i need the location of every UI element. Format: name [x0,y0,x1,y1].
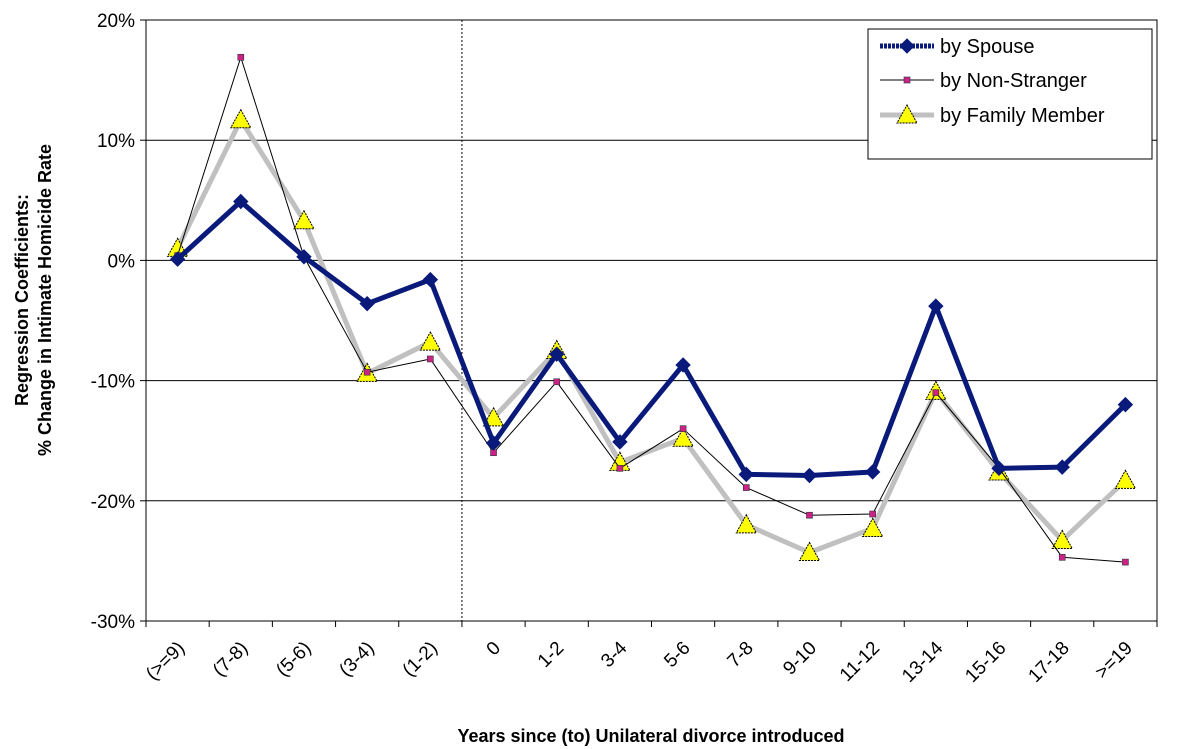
x-tick-label: 1-2 [534,638,568,672]
data-point [612,434,628,450]
legend-label-family-member: by Family Member [940,105,1105,127]
x-tick-label: 17-18 [1025,638,1074,687]
y-axis-ticks: 20% 10% 0% -10% -20% -30% [91,11,146,633]
data-point [861,517,884,537]
legend-label-non-stranger: by Non-Stranger [940,70,1087,92]
legend-marker-shape [899,38,915,54]
x-tick-label: (1-2) [399,638,442,681]
x-tick-label: >=19 [1091,638,1136,683]
y-tick-label: 20% [97,11,135,32]
y-tick-label: -30% [91,612,135,633]
legend-marker-non-stranger [903,76,911,84]
data-point [1122,558,1129,566]
data-point [616,465,624,472]
data-point [991,460,1007,477]
legend-marker-family-member [896,103,918,124]
data-point [806,511,813,519]
x-tick-label: (5-6) [272,638,315,681]
data-point [932,389,940,396]
x-axis-title: Years since (to) Unilateral divorce intr… [457,726,844,746]
x-tick-label: (7-8) [209,638,252,681]
y-tick-label: -20% [91,492,135,513]
x-tick-label: (>=9) [142,638,189,685]
data-point [679,425,687,432]
data-point [869,510,876,518]
legend-marker-shape [896,103,918,124]
x-axis-ticks: (>=9) (7-8) (5-6) (3-4) (1-2) 0 1-2 3-4 5-6 7-8 9-… [142,621,1158,687]
data-point [482,406,505,427]
x-tick-label: 7-8 [724,638,758,672]
series-by-spouse [169,193,1134,484]
data-point [553,378,561,386]
data-point [229,108,252,129]
y-tick-label: 10% [97,131,135,152]
legend-marker-spouse [899,38,915,54]
series-line [177,56,1126,563]
data-point [1051,529,1074,549]
data-point [359,295,375,312]
data-point [233,193,249,210]
data-point [363,368,371,376]
legend-marker-shape [903,76,911,84]
data-point [169,251,186,267]
x-tick-label: 5-6 [660,638,694,672]
data-point [549,346,565,362]
data-point [864,464,881,480]
data-point [293,209,315,230]
data-point [928,298,944,314]
x-tick-label: 15-16 [961,638,1010,687]
data-point [1114,469,1137,489]
y-axis-title-line2: % Change in Intimate Homicide Rate [35,144,55,456]
data-point [672,427,694,447]
data-point [742,484,750,491]
series-line [175,117,1128,555]
y-tick-label: -10% [91,372,135,393]
x-tick-label: 0 [483,638,505,660]
x-tick-label: 3-4 [597,637,632,672]
data-point [296,249,312,265]
data-point [1058,553,1066,561]
x-tick-label: 13-14 [898,637,948,687]
x-tick-label: 11-12 [836,638,884,686]
series-group [166,53,1137,566]
data-point [798,541,821,561]
data-point [419,331,442,351]
data-point [675,357,691,373]
legend: by Spouse by Non-Stranger by Family Memb… [867,28,1153,160]
data-point [427,355,434,363]
data-point [801,467,818,484]
data-point [485,435,502,451]
legend-label-spouse: by Spouse [940,36,1035,58]
x-tick-label: (3-4) [335,638,378,681]
legend-box [867,28,1153,160]
x-tick-label: 9-10 [779,638,821,680]
series-line [175,199,1128,479]
series-by-non-stranger [174,53,1129,566]
y-axis-title-line1: Regression Coefficients: [12,194,32,406]
y-tick-label: 0% [108,251,136,272]
data-point [422,271,439,288]
data-point [237,53,245,61]
data-point [735,513,758,534]
data-point [738,466,754,483]
data-point [1054,459,1070,475]
data-point [1117,396,1134,413]
